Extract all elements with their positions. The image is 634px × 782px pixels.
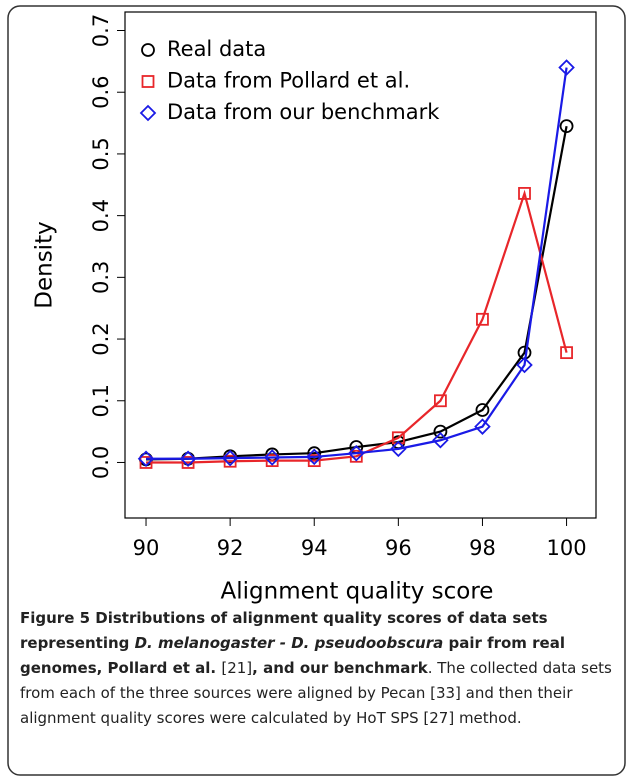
- legend-marker: [141, 43, 155, 57]
- point: [476, 312, 489, 326]
- point: [221, 449, 239, 467]
- x-tick-label: 98: [469, 536, 496, 560]
- point: [433, 424, 448, 439]
- point: [263, 449, 281, 466]
- y-tick-label: 0.2: [89, 322, 113, 355]
- y-tick-label: 0.6: [89, 76, 113, 109]
- point: [518, 187, 531, 200]
- plot-frame: [124, 11, 597, 519]
- point: [390, 440, 407, 458]
- legend-marker: [141, 75, 155, 88]
- series-line: [146, 67, 568, 460]
- caption: Figure 5 Distributions of alignment qual…: [20, 606, 616, 731]
- series-line: [146, 125, 568, 461]
- point: [223, 454, 237, 468]
- point: [391, 431, 405, 445]
- caption-segment: [21]: [221, 659, 253, 677]
- frame: [7, 5, 626, 776]
- caption-segment: pair from real genomes, Pollard et al.: [20, 634, 565, 677]
- point: [179, 450, 197, 468]
- caption-segment: , and our benchmark: [252, 659, 428, 677]
- point: [474, 418, 491, 435]
- y-tick-label: 0.0: [89, 446, 113, 479]
- caption-segment: D. melanogaster - D. pseudoobscura: [134, 634, 444, 652]
- point: [265, 454, 279, 468]
- point: [432, 431, 449, 449]
- x-tick-label: 92: [217, 536, 244, 560]
- point: [516, 356, 533, 374]
- point: [560, 346, 573, 360]
- y-tick-label: 0.7: [89, 14, 113, 47]
- point: [558, 59, 575, 76]
- y-tick-label: 0.5: [89, 137, 113, 170]
- y-tick-label: 0.4: [89, 199, 113, 232]
- x-tick-label: 94: [301, 536, 328, 560]
- y-axis-label: Density: [32, 221, 58, 308]
- point: [307, 446, 322, 461]
- point: [181, 456, 195, 469]
- legend-label: Data from our benchmark: [167, 100, 440, 124]
- point: [349, 449, 363, 463]
- point: [434, 394, 447, 408]
- x-tick-label: 96: [385, 536, 412, 560]
- y-tick-label: 0.3: [89, 261, 113, 294]
- point: [348, 444, 365, 462]
- point: [307, 454, 321, 468]
- point: [559, 119, 574, 134]
- point: [305, 448, 323, 466]
- point: [475, 403, 490, 417]
- point: [137, 450, 155, 468]
- point: [139, 456, 153, 469]
- x-tick-label: 90: [133, 536, 160, 560]
- legend-marker: [139, 104, 157, 122]
- series-line: [146, 189, 568, 464]
- legend-label: Real data: [167, 37, 266, 61]
- caption-segment: Figure 5 Distributions of alignment qual…: [20, 609, 548, 652]
- x-axis-label: Alignment quality score: [221, 579, 494, 605]
- caption-segment: . The collected data sets from each of t…: [20, 659, 612, 727]
- legend-label: Data from Pollard et al.: [167, 69, 410, 93]
- y-tick-label: 0.1: [89, 384, 113, 417]
- x-tick-label: 100: [547, 536, 587, 560]
